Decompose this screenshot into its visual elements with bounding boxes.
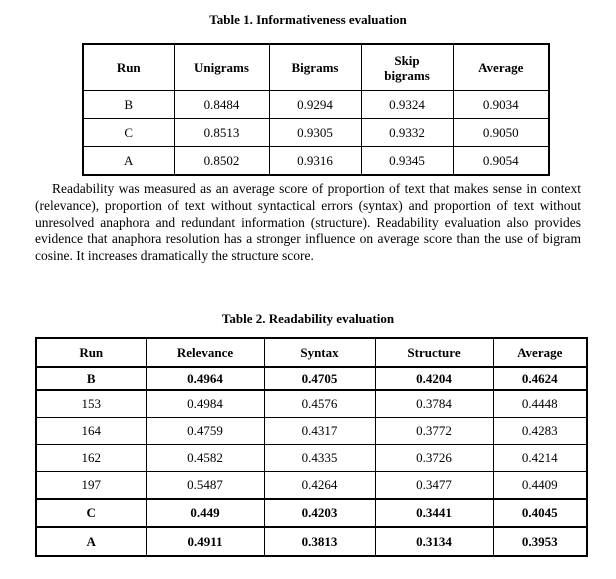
value-cell: 0.3813 [263, 526, 376, 557]
value-cell: 0.4448 [492, 389, 588, 418]
value-cell: 0.4203 [263, 498, 376, 528]
value-cell: 0.3477 [374, 471, 494, 500]
informativeness-table: Run Unigrams Bigrams Skip bigrams Average B 0.… [82, 43, 550, 176]
value-cell: 0.8502 [173, 146, 270, 176]
value-cell: 0.9345 [360, 146, 454, 176]
value-cell: 0.4264 [263, 471, 376, 500]
run-cell: A [82, 146, 175, 176]
value-cell: 0.449 [145, 498, 265, 528]
value-cell: 0.4283 [492, 417, 588, 445]
value-cell: 0.8513 [173, 118, 270, 147]
value-cell: 0.3134 [374, 526, 494, 557]
header-row: Run Relevance Syntax Structure Average [35, 337, 588, 368]
column-header: Average [492, 337, 588, 368]
table-row: B 0.4964 0.4705 0.4204 0.4624 [35, 366, 588, 391]
value-cell: 0.4409 [492, 471, 588, 500]
column-header: Structure [374, 337, 494, 368]
run-cell: 164 [35, 417, 147, 445]
table-row: C 0.8513 0.9305 0.9332 0.9050 [82, 118, 550, 147]
value-cell: 0.8484 [173, 90, 270, 119]
table-row: 197 0.5487 0.4264 0.3477 0.4409 [35, 471, 588, 500]
column-header: Unigrams [173, 43, 270, 91]
value-cell: 0.9332 [360, 118, 454, 147]
table2-caption: Table 2. Readability evaluation [221, 311, 395, 326]
value-cell: 0.4204 [374, 366, 494, 391]
value-cell: 0.3784 [374, 389, 494, 418]
run-cell: 153 [35, 389, 147, 418]
column-header: Run [35, 337, 147, 368]
value-cell: 0.4759 [145, 417, 265, 445]
table-row: 162 0.4582 0.4335 0.3726 0.4214 [35, 444, 588, 472]
value-cell: 0.9034 [452, 90, 550, 119]
run-cell: C [35, 498, 147, 528]
run-cell: 197 [35, 471, 147, 500]
value-cell: 0.9316 [268, 146, 362, 176]
column-header: Syntax [263, 337, 376, 368]
header-row: Run Unigrams Bigrams Skip bigrams Average [82, 43, 550, 91]
table-row: B 0.8484 0.9294 0.9324 0.9034 [82, 90, 550, 119]
value-cell: 0.3953 [492, 526, 588, 557]
column-header: Run [82, 43, 175, 91]
value-cell: 0.4984 [145, 389, 265, 418]
body-paragraph: Readability was measured as an average s… [35, 181, 581, 264]
value-cell: 0.4214 [492, 444, 588, 472]
value-cell: 0.3441 [374, 498, 494, 528]
value-cell: 0.3772 [374, 417, 494, 445]
run-cell: C [82, 118, 175, 147]
column-header: Average [452, 43, 550, 91]
value-cell: 0.4582 [145, 444, 265, 472]
value-cell: 0.9324 [360, 90, 454, 119]
value-cell: 0.9294 [268, 90, 362, 119]
value-cell: 0.9305 [268, 118, 362, 147]
table-row: C 0.449 0.4203 0.3441 0.4045 [35, 498, 588, 528]
value-cell: 0.9050 [452, 118, 550, 147]
value-cell: 0.3726 [374, 444, 494, 472]
column-header: Bigrams [268, 43, 362, 91]
table-row: A 0.4911 0.3813 0.3134 0.3953 [35, 526, 588, 557]
table-row: 153 0.4984 0.4576 0.3784 0.4448 [35, 389, 588, 418]
table-row: 164 0.4759 0.4317 0.3772 0.4283 [35, 417, 588, 445]
table-row: A 0.8502 0.9316 0.9345 0.9054 [82, 146, 550, 176]
value-cell: 0.4335 [263, 444, 376, 472]
column-header: Relevance [145, 337, 265, 368]
value-cell: 0.4576 [263, 389, 376, 418]
value-cell: 0.4911 [145, 526, 265, 557]
run-cell: 162 [35, 444, 147, 472]
value-cell: 0.4705 [263, 366, 376, 391]
column-header: Skip bigrams [360, 43, 454, 91]
readability-table: Run Relevance Syntax Structure Average B 0.496… [35, 337, 588, 557]
value-cell: 0.4624 [492, 366, 588, 391]
value-cell: 0.9054 [452, 146, 550, 176]
value-cell: 0.5487 [145, 471, 265, 500]
run-cell: A [35, 526, 147, 557]
value-cell: 0.4964 [145, 366, 265, 391]
run-cell: B [35, 366, 147, 391]
value-cell: 0.4317 [263, 417, 376, 445]
run-cell: B [82, 90, 175, 119]
value-cell: 0.4045 [492, 498, 588, 528]
table1-caption: Table 1. Informativeness evaluation [209, 12, 407, 27]
